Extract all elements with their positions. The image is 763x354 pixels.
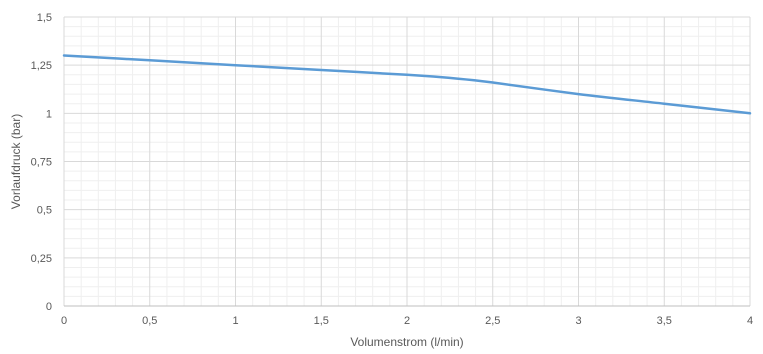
x-tick-label: 3,5	[657, 315, 672, 327]
series-line	[62, 54, 752, 115]
y-tick-label: 0,5	[37, 205, 52, 217]
y-axis-title: Vorlaufdruck (bar)	[9, 114, 23, 209]
x-axis-title: Volumenstrom (l/min)	[350, 335, 463, 349]
series-layer	[62, 54, 752, 115]
x-tick-label: 1,5	[314, 315, 329, 327]
y-tick-label: 1	[46, 108, 52, 120]
y-tick-labels: 0 0,25 0,5 0,75 1 1,25 1,5	[31, 12, 52, 313]
x-tick-label: 0	[61, 315, 67, 327]
y-tick-label: 0,25	[31, 253, 52, 265]
x-tick-label: 2,5	[485, 315, 500, 327]
x-tick-label: 1	[232, 315, 238, 327]
x-tick-label: 2	[404, 315, 410, 327]
y-tick-label: 1,25	[31, 60, 52, 72]
x-tick-label: 0,5	[142, 315, 157, 327]
x-tick-labels: 0 0,5 1 1,5 2 2,5 3 3,5 4	[61, 315, 753, 327]
y-tick-label: 1,5	[37, 12, 52, 24]
x-tick-label: 4	[747, 315, 753, 327]
x-tick-label: 3	[575, 315, 581, 327]
y-tick-label: 0	[46, 301, 52, 313]
y-tick-label: 0,75	[31, 157, 52, 169]
